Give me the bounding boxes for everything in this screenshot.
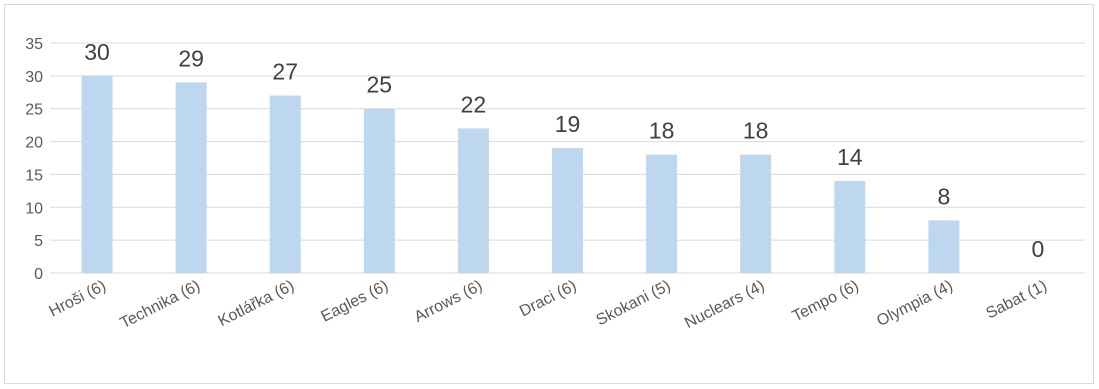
y-tick-label: 10 <box>25 200 43 217</box>
y-tick-label: 0 <box>34 266 43 283</box>
data-label: 25 <box>367 72 393 98</box>
x-tick-label: Tempo (6) <box>790 277 862 325</box>
bar <box>740 154 772 273</box>
x-tick-label: Sabat (1) <box>983 277 1049 322</box>
x-tick-label: Technika (6) <box>118 277 203 332</box>
data-label: 19 <box>555 111 581 137</box>
y-tick-label: 25 <box>25 102 43 119</box>
y-tick-label: 20 <box>25 135 43 152</box>
data-label: 29 <box>178 45 204 71</box>
x-tick-label: Kotlářka (6) <box>216 277 297 330</box>
bar <box>175 82 207 273</box>
y-tick-label: 30 <box>25 69 43 86</box>
y-axis-ticks: 0 5 10 15 20 25 30 35 <box>25 36 43 283</box>
x-axis-labels: Hroši (6) Technika (6) Kotlářka (6) Eagles … <box>46 277 1049 332</box>
data-label: 14 <box>837 144 863 170</box>
data-label: 22 <box>461 91 487 117</box>
y-tick-label: 35 <box>25 36 43 53</box>
x-tick-label: Arrows (6) <box>412 277 485 326</box>
data-label: 30 <box>84 39 110 65</box>
y-tick-label: 5 <box>34 233 43 250</box>
x-tick-label: Olympia (4) <box>874 277 955 330</box>
y-tick-label: 15 <box>25 167 43 184</box>
bars <box>81 75 960 273</box>
x-tick-label: Draci (6) <box>517 277 579 320</box>
x-tick-label: Skokani (5) <box>594 277 674 329</box>
bar <box>81 75 113 273</box>
data-label: 18 <box>649 118 675 144</box>
chart-frame: 0 5 10 15 20 25 30 35 30 29 27 25 22 19 18 18 14 8 0 Hroš… <box>4 4 1094 384</box>
x-tick-label: Nuclears (4) <box>682 277 767 332</box>
data-label: 27 <box>272 59 298 85</box>
bar <box>646 154 678 273</box>
bar <box>363 108 395 273</box>
data-label: 0 <box>1032 236 1045 262</box>
bar <box>457 128 489 273</box>
data-label: 8 <box>937 183 950 209</box>
data-label: 18 <box>743 118 769 144</box>
x-tick-label: Hroši (6) <box>46 277 108 320</box>
data-labels: 30 29 27 25 22 19 18 18 14 8 0 <box>84 39 1044 262</box>
bar-chart: 0 5 10 15 20 25 30 35 30 29 27 25 22 19 18 18 14 8 0 Hroš… <box>25 36 1085 332</box>
bar <box>552 148 583 273</box>
bar <box>834 181 866 273</box>
bar <box>928 220 960 273</box>
bar <box>269 95 301 273</box>
x-tick-label: Eagles (6) <box>318 277 391 325</box>
